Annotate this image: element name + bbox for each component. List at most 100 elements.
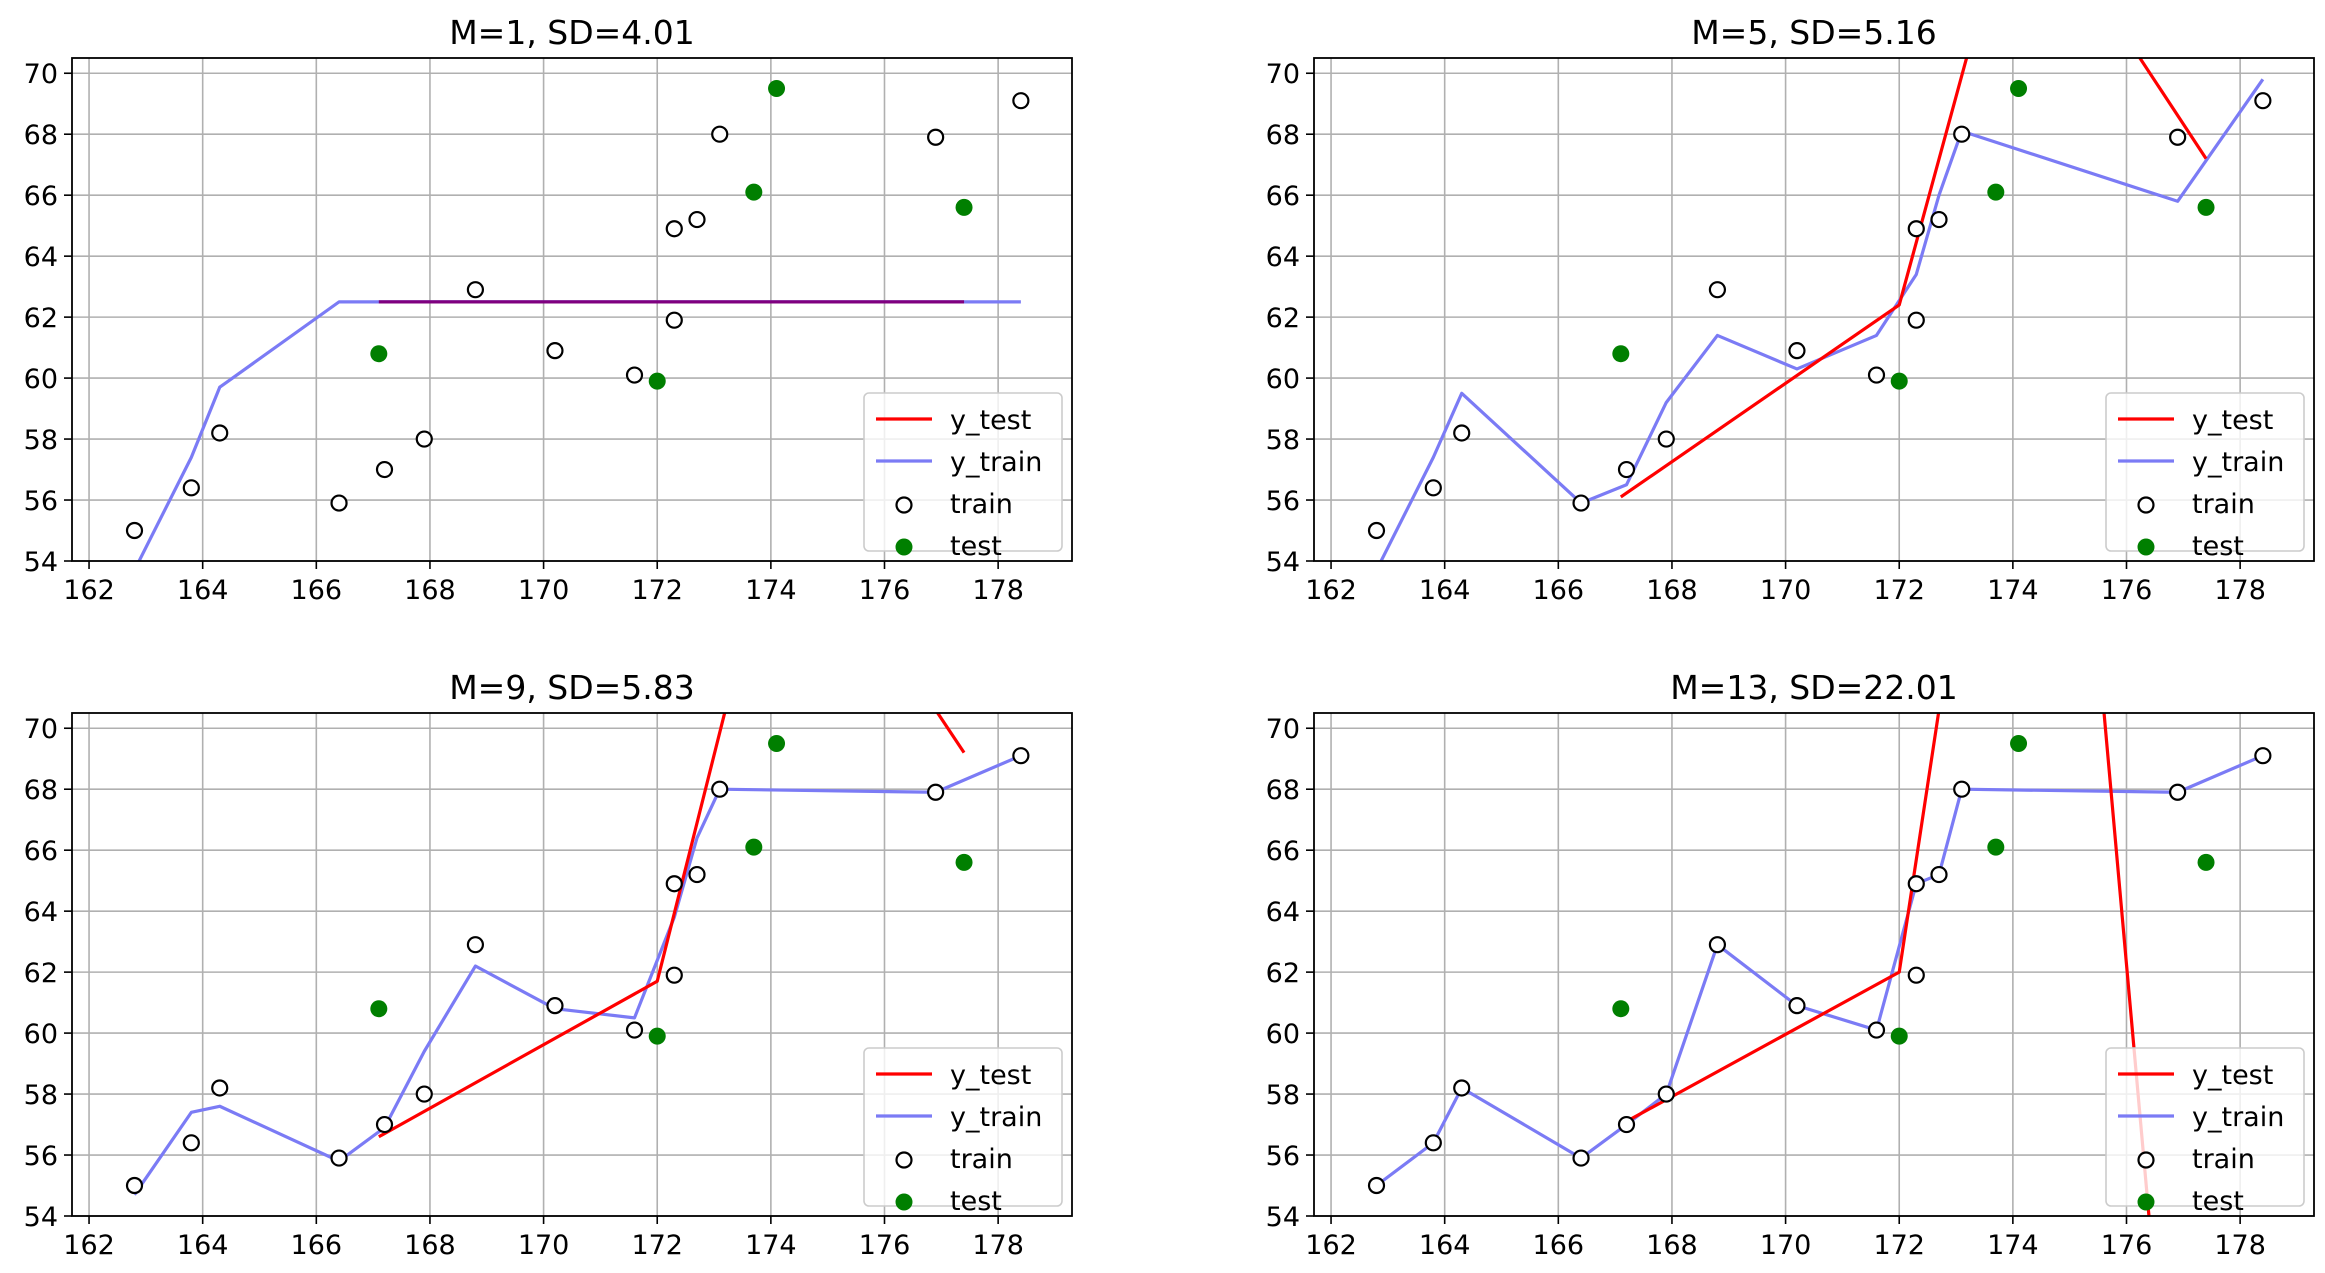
y-tick-label: 58: [1266, 1080, 1300, 1111]
train-point: [182, 1134, 200, 1152]
train-point: [2169, 128, 2187, 146]
test-point: [648, 372, 666, 390]
test-point: [2197, 853, 2215, 871]
train-point: [330, 494, 348, 512]
train-point: [1572, 1149, 1590, 1167]
test-point: [1612, 345, 1630, 363]
y-tick-label: 66: [24, 181, 58, 212]
x-tick-label: 166: [291, 1230, 343, 1261]
y-tick-label: 60: [24, 364, 58, 395]
legend-swatch-test: [895, 538, 913, 556]
train-point: [688, 865, 706, 884]
x-tick-label: 172: [631, 1230, 683, 1261]
train-point: [665, 875, 683, 893]
legend-swatch-test: [895, 1193, 913, 1211]
legend-label: y_train: [950, 1102, 1042, 1133]
x-tick-label: 164: [1419, 1230, 1471, 1261]
y-tick-label: 56: [24, 486, 58, 517]
y-tick-label: 62: [1266, 303, 1300, 334]
train-point: [211, 1079, 229, 1097]
train-point: [1953, 780, 1971, 798]
x-tick-label: 162: [63, 575, 115, 606]
series-line-y-test: [1620, 713, 2151, 1216]
y-tick-label: 58: [24, 425, 58, 456]
legend-label: test: [2192, 1186, 2244, 1217]
train-point: [1657, 430, 1675, 448]
legend-box: [863, 392, 1063, 552]
train-point: [1930, 865, 1948, 884]
series-line-y-train: [133, 754, 1022, 1196]
test-point: [745, 183, 763, 201]
train-point: [125, 1176, 144, 1195]
x-tick-label: 176: [859, 1230, 911, 1261]
x-tick-label: 166: [291, 575, 343, 606]
train-point: [1617, 1115, 1636, 1134]
train-point: [466, 281, 485, 299]
chart-title: M=9, SD=5.83: [449, 668, 695, 707]
legend-label: y_test: [950, 405, 1031, 436]
y-tick-label: 64: [24, 242, 58, 273]
x-tick-label: 178: [972, 1230, 1024, 1261]
y-tick-label: 68: [1266, 120, 1300, 151]
x-tick-label: 176: [859, 575, 911, 606]
train-point: [2169, 783, 2187, 801]
train-point: [625, 366, 644, 384]
y-tick-label: 64: [1266, 242, 1300, 273]
train-point: [546, 997, 564, 1015]
y-tick-label: 54: [24, 1202, 58, 1233]
legend-label: train: [950, 489, 1013, 520]
test-point: [1987, 838, 2005, 856]
x-tick-label: 170: [1760, 575, 1812, 606]
train-point: [125, 521, 144, 540]
train-point: [1012, 92, 1030, 110]
x-tick-label: 178: [972, 575, 1024, 606]
train-point: [927, 128, 945, 146]
x-tick-label: 170: [518, 1230, 570, 1261]
y-tick-label: 54: [1266, 1202, 1300, 1233]
x-tick-label: 162: [1305, 575, 1357, 606]
plot-area: [1367, 58, 2272, 561]
x-tick-label: 164: [177, 1230, 229, 1261]
train-point: [1367, 521, 1386, 540]
y-tick-label: 54: [24, 547, 58, 578]
series-line-y-test: [1619, 58, 2208, 499]
legend-swatch-test: [2137, 538, 2155, 556]
train-point: [2254, 92, 2272, 110]
y-tick-label: 54: [1266, 547, 1300, 578]
x-tick-label: 174: [745, 1230, 797, 1261]
train-point: [415, 1085, 433, 1103]
train-point: [1708, 936, 1727, 954]
y-tick-label: 70: [24, 714, 58, 745]
train-point: [625, 1021, 644, 1039]
chart-panel-3: 162 164 166 168 170 172 174 176 178 54 56 58 60 62 64 6…: [24, 668, 1073, 1261]
y-tick-label: 70: [1266, 59, 1300, 90]
y-tick-label: 62: [24, 958, 58, 989]
train-point: [688, 210, 706, 229]
train-point: [1907, 220, 1925, 238]
train-point: [182, 479, 200, 497]
train-point: [1867, 1021, 1886, 1039]
train-point: [330, 1149, 348, 1167]
train-point: [415, 430, 433, 448]
test-point: [768, 734, 786, 752]
legend-label: test: [2192, 531, 2244, 562]
legend-swatch-train: [2137, 496, 2155, 514]
chart-title: M=1, SD=4.01: [449, 13, 695, 52]
test-point: [1612, 1000, 1630, 1018]
y-tick-label: 64: [1266, 897, 1300, 928]
series-line-y-test: [378, 713, 966, 1139]
plot-area: [125, 713, 1030, 1196]
y-tick-label: 68: [24, 775, 58, 806]
train-point: [1012, 747, 1030, 765]
axes-frame: [1313, 712, 2315, 1217]
train-point: [711, 780, 729, 798]
y-tick-label: 66: [1266, 181, 1300, 212]
x-tick-label: 162: [63, 1230, 115, 1261]
legend-label: test: [950, 1186, 1002, 1217]
y-tick-label: 62: [1266, 958, 1300, 989]
legend-label: y_test: [950, 1060, 1031, 1091]
train-point: [1453, 1079, 1471, 1097]
